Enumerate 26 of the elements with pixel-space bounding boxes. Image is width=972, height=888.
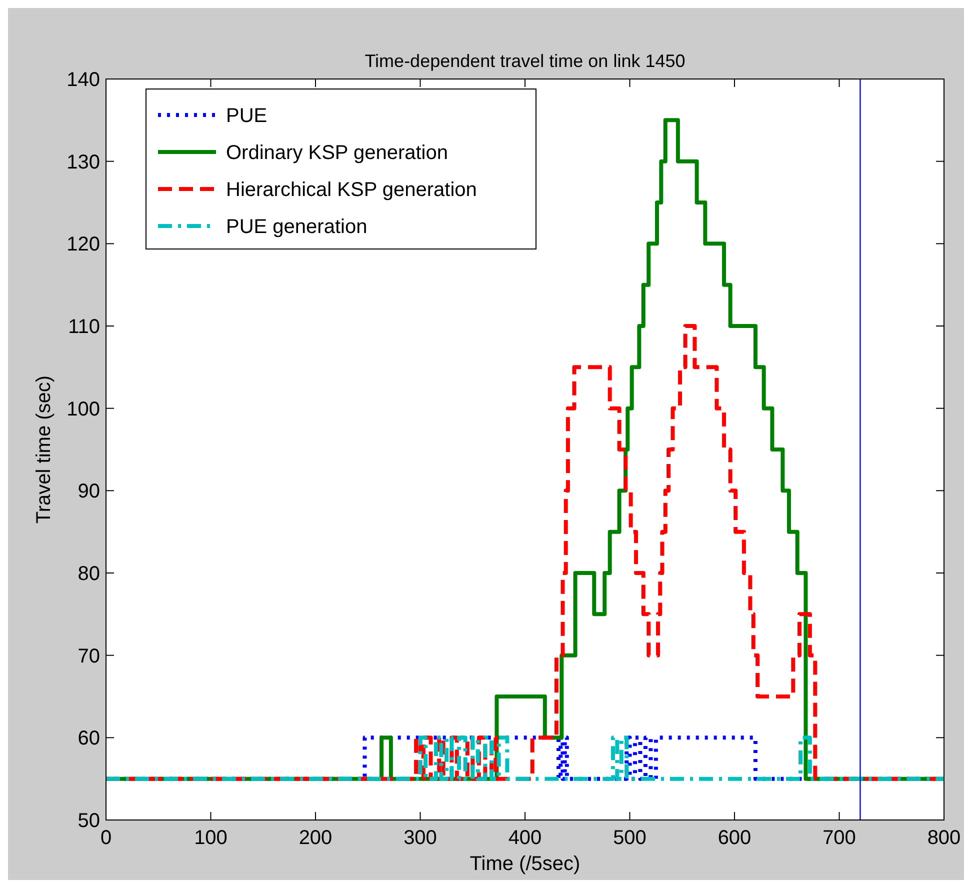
x-tick-label: 400: [508, 827, 542, 849]
x-tick-label: 700: [822, 827, 856, 849]
y-tick-label: 90: [78, 480, 100, 503]
x-tick-label: 0: [100, 827, 112, 849]
x-tick-label: 300: [404, 827, 437, 849]
y-tick-label: 80: [78, 563, 100, 585]
legend-label: PUE: [226, 105, 268, 127]
y-tick-label: 100: [66, 398, 100, 420]
y-tick-label: 70: [78, 645, 100, 668]
x-tick-label: 200: [298, 827, 332, 849]
chart-title: Time-dependent travel time on link 1450: [364, 51, 686, 71]
x-axis-title: Time (/5sec): [470, 853, 580, 875]
y-tick-label: 130: [66, 151, 100, 174]
y-tick-label: 50: [78, 810, 100, 832]
y-tick-label: 60: [78, 728, 100, 750]
y-tick-label: 110: [68, 316, 100, 338]
y-tick-label: 140: [66, 69, 100, 91]
legend-label: PUE generation: [226, 216, 368, 238]
legend-label: Hierarchical KSP generation: [226, 179, 477, 201]
legend-label: Ordinary KSP generation: [226, 142, 448, 164]
x-tick-label: 100: [194, 827, 228, 849]
x-tick-label: 500: [613, 827, 646, 849]
x-tick-label: 600: [718, 827, 752, 849]
x-tick-label: 800: [927, 827, 961, 849]
y-axis-title: Travel time (sec): [33, 375, 55, 524]
y-tick-label: 120: [66, 234, 100, 256]
